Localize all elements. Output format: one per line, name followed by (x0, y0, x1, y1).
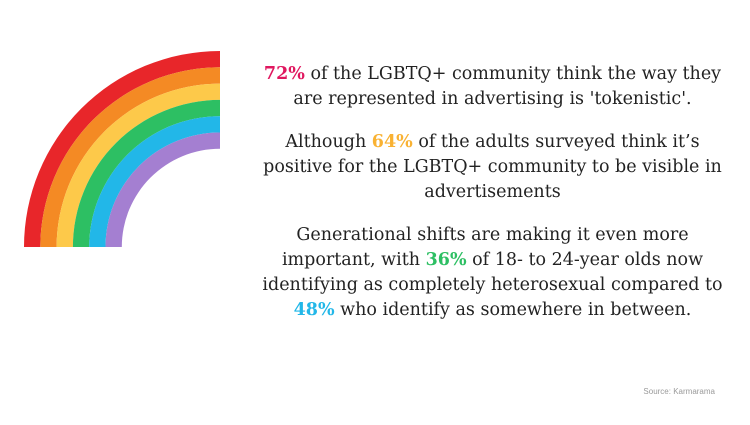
rainbow-band-2 (40, 67, 220, 247)
stat-64-percent: 64% (371, 132, 413, 152)
fact-2-lead: Although (285, 132, 372, 152)
rainbow-graphic (24, 51, 221, 248)
rainbow-band-3 (56, 83, 220, 247)
fact-2-text: of the adults surveyed think it’s positi… (263, 132, 722, 202)
fact-1-text: of the LGBTQ+ community think the way th… (293, 64, 722, 109)
source-credit: Source: Karmarama (643, 387, 715, 396)
fact-3: Generational shifts are making it even m… (255, 223, 730, 323)
rainbow-band-6 (105, 132, 220, 247)
statistics-text: 72% of the LGBTQ+ community think the wa… (255, 62, 730, 341)
stat-36-percent: 36% (425, 250, 467, 270)
fact-2: Although 64% of the adults surveyed thin… (255, 130, 730, 205)
rainbow-band-1 (24, 51, 220, 247)
rainbow-band-4 (72, 99, 221, 248)
stat-72-percent: 72% (263, 64, 305, 84)
stat-48-percent: 48% (293, 300, 335, 320)
fact-3-middle: of 18- to 24-year olds now identifying a… (262, 250, 723, 295)
fact-1: 72% of the LGBTQ+ community think the wa… (255, 62, 730, 112)
fact-3-text: who identify as somewhere in between. (334, 300, 692, 320)
rainbow-band-5 (89, 116, 220, 247)
fact-3-lead: Generational shifts are making it even m… (281, 225, 689, 270)
